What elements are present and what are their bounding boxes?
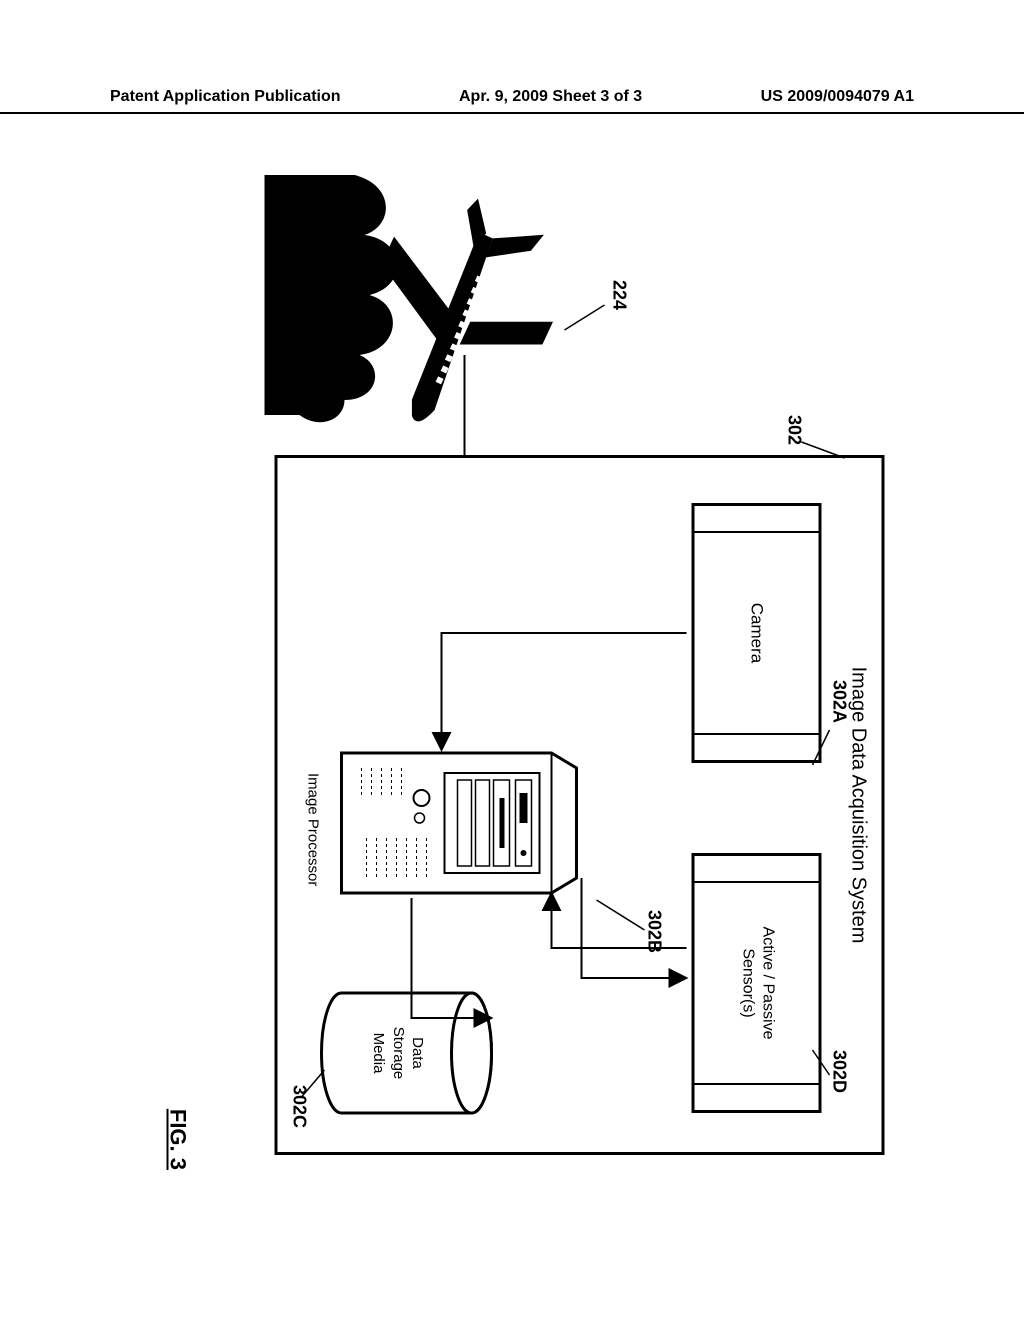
patent-header: Patent Application Publication Apr. 9, 2… [0, 88, 1024, 114]
header-right: US 2009/0094079 A1 [761, 88, 914, 106]
lead-line-302A [805, 715, 835, 775]
header-left: Patent Application Publication [110, 88, 341, 106]
figure-label: FIG. 3 [165, 1109, 191, 1170]
airplane-illustration [265, 175, 595, 455]
system-arrows [272, 458, 882, 1158]
lead-line-302C [290, 1065, 330, 1115]
lead-line-302 [795, 430, 850, 480]
header-center: Apr. 9, 2009 Sheet 3 of 3 [459, 88, 642, 106]
ref-224: 224 [609, 280, 630, 310]
lead-line-302D [805, 1045, 835, 1105]
system-box: Image Data Acquisition System Camera Act… [275, 455, 885, 1155]
ref-302B: 302B [644, 910, 665, 953]
lead-line-302B [587, 895, 647, 945]
diagram-inner: 224 Image Data Acquisition System Camera… [125, 175, 905, 1180]
diagram-rotated-container: 224 Image Data Acquisition System Camera… [13, 288, 1018, 1068]
lead-line-224 [550, 295, 610, 355]
